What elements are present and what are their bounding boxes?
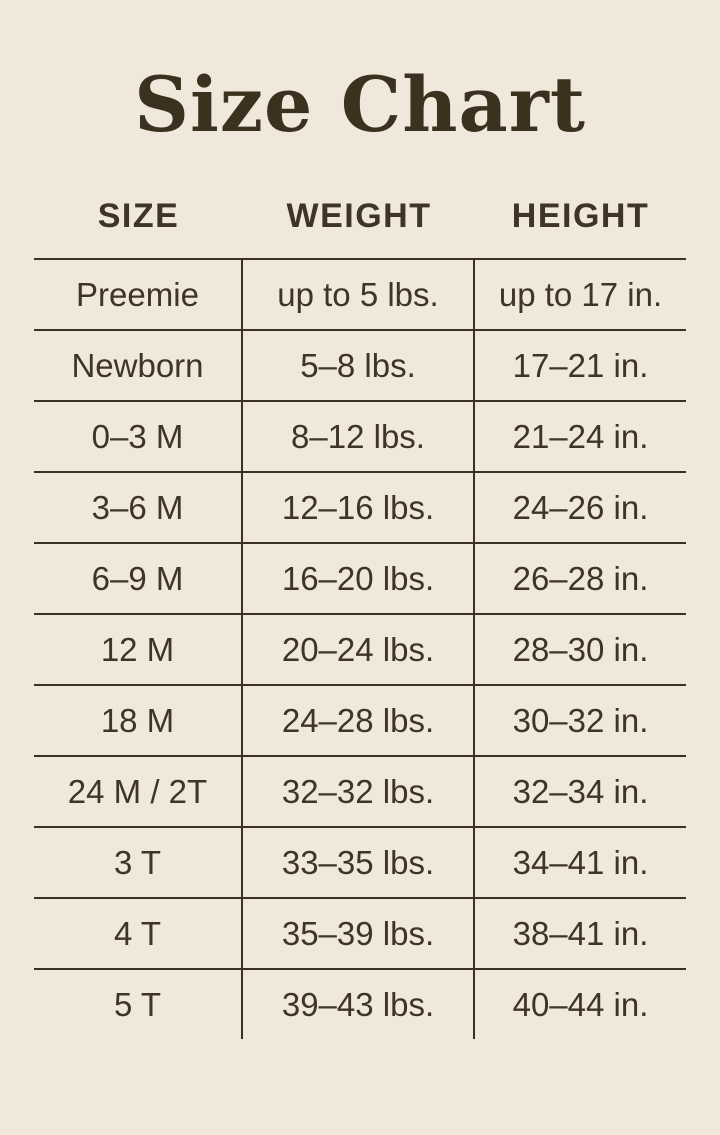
cell-height: 30–32 in. xyxy=(512,702,649,739)
cell-height: 40–44 in. xyxy=(512,986,649,1023)
table-header-row: SIZE WEIGHT HEIGHT xyxy=(34,195,686,258)
column-header-size: SIZE xyxy=(97,197,180,235)
cell-weight: up to 5 lbs. xyxy=(243,260,475,329)
cell-size: 0–3 M xyxy=(34,402,243,471)
cell-size: 3 T xyxy=(34,828,243,897)
table-row: 4 T 35–39 lbs. 38–41 in. xyxy=(34,897,686,968)
size-chart-page: Size Chart SIZE WEIGHT HEIGHT Preemie up to… xyxy=(0,55,720,1039)
cell-weight: 12–16 lbs. xyxy=(243,473,475,542)
table-row: 12 M 20–24 lbs. 28–30 in. xyxy=(34,613,686,684)
size-chart-table: SIZE WEIGHT HEIGHT Preemie up to 5 lbs. up t… xyxy=(34,195,686,1039)
cell-weight: 24–28 lbs. xyxy=(243,686,475,755)
cell-weight: 5–8 lbs. xyxy=(243,331,475,400)
table-row: 3–6 M 12–16 lbs. 24–26 in. xyxy=(34,471,686,542)
cell-size: 5 T xyxy=(34,970,243,1039)
table-row: Preemie up to 5 lbs. up to 17 in. xyxy=(34,258,686,329)
table-row: 3 T 33–35 lbs. 34–41 in. xyxy=(34,826,686,897)
page-title: Size Chart xyxy=(134,60,586,149)
table-body: Preemie up to 5 lbs. up to 17 in. Newborn 5–… xyxy=(34,258,686,1039)
cell-size: Preemie xyxy=(34,260,243,329)
cell-size: 18 M xyxy=(34,686,243,755)
cell-size: 4 T xyxy=(34,899,243,968)
cell-height: 38–41 in. xyxy=(512,915,649,952)
cell-height: 17–21 in. xyxy=(512,347,649,384)
cell-height: 26–28 in. xyxy=(512,560,649,597)
column-header-weight: WEIGHT xyxy=(286,197,432,235)
cell-weight: 8–12 lbs. xyxy=(243,402,475,471)
table-row: Newborn 5–8 lbs. 17–21 in. xyxy=(34,329,686,400)
table-row: 0–3 M 8–12 lbs. 21–24 in. xyxy=(34,400,686,471)
cell-weight: 16–20 lbs. xyxy=(243,544,475,613)
table-row: 24 M / 2T 32–32 lbs. 32–34 in. xyxy=(34,755,686,826)
table-row: 6–9 M 16–20 lbs. 26–28 in. xyxy=(34,542,686,613)
cell-height: 32–34 in. xyxy=(512,773,649,810)
cell-weight: 32–32 lbs. xyxy=(243,757,475,826)
cell-size: 24 M / 2T xyxy=(34,757,243,826)
cell-height: up to 17 in. xyxy=(498,276,663,313)
cell-weight: 39–43 lbs. xyxy=(243,970,475,1039)
cell-weight: 35–39 lbs. xyxy=(243,899,475,968)
cell-weight: 33–35 lbs. xyxy=(243,828,475,897)
cell-size: Newborn xyxy=(34,331,243,400)
cell-size: 12 M xyxy=(34,615,243,684)
cell-weight: 20–24 lbs. xyxy=(243,615,475,684)
cell-height: 28–30 in. xyxy=(512,631,649,668)
cell-height: 24–26 in. xyxy=(512,489,649,526)
cell-size: 6–9 M xyxy=(34,544,243,613)
cell-height: 21–24 in. xyxy=(512,418,649,455)
table-row: 18 M 24–28 lbs. 30–32 in. xyxy=(34,684,686,755)
cell-size: 3–6 M xyxy=(34,473,243,542)
table-row: 5 T 39–43 lbs. 40–44 in. xyxy=(34,968,686,1039)
cell-height: 34–41 in. xyxy=(512,844,649,881)
column-header-height: HEIGHT xyxy=(511,197,650,235)
